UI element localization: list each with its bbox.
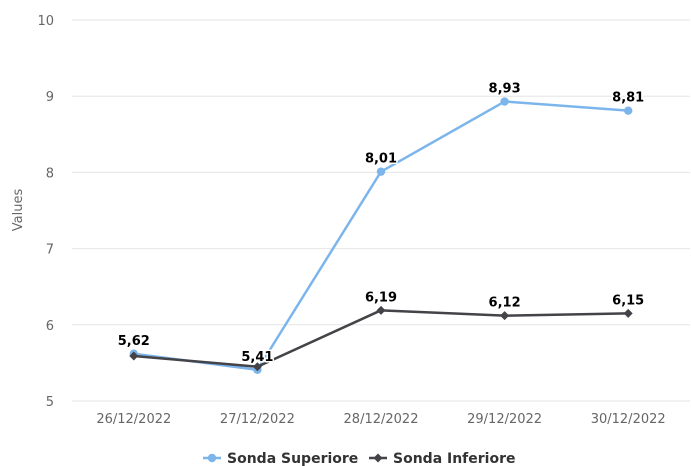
y-axis-title: Values bbox=[11, 189, 26, 232]
data-label: 6,15 bbox=[612, 293, 644, 308]
x-tick-label: 29/12/2022 bbox=[467, 412, 542, 427]
data-point[interactable] bbox=[376, 305, 386, 315]
data-label: 6,19 bbox=[365, 290, 397, 305]
data-point[interactable] bbox=[500, 97, 509, 106]
data-label: 8,93 bbox=[489, 82, 521, 97]
y-tick-label: 7 bbox=[46, 243, 54, 258]
data-point[interactable] bbox=[624, 106, 633, 115]
y-axis-ticks: 5 6 7 8 9 10 bbox=[37, 14, 54, 410]
legend-item-0[interactable]: Sonda Superiore bbox=[227, 451, 358, 466]
data-label: 5,41 bbox=[241, 350, 273, 365]
data-point[interactable] bbox=[500, 311, 510, 321]
data-point[interactable] bbox=[376, 167, 386, 176]
legend-marker bbox=[207, 453, 217, 463]
y-tick-label: 6 bbox=[46, 319, 54, 334]
grid-lines bbox=[72, 19, 690, 402]
data-labels: 5,62 5,41 8,01 8,93 8,81 6,19 6,12 6,15 bbox=[116, 80, 645, 366]
data-point[interactable] bbox=[129, 351, 139, 361]
y-tick-label: 5 bbox=[46, 395, 54, 410]
y-tick-label: 9 bbox=[46, 90, 54, 105]
x-tick-label: 26/12/2022 bbox=[96, 412, 171, 427]
legend: Sonda Superiore Sonda Inferiore bbox=[203, 451, 516, 466]
data-point[interactable] bbox=[623, 308, 633, 318]
data-label: 8,81 bbox=[612, 91, 644, 106]
x-tick-label: 28/12/2022 bbox=[344, 412, 419, 427]
series-line-0 bbox=[133, 100, 629, 372]
x-tick-label: 30/12/2022 bbox=[591, 412, 666, 427]
series-line-1 bbox=[133, 309, 629, 368]
x-tick-label: 27/12/2022 bbox=[220, 412, 295, 427]
data-label: 5,62 bbox=[118, 334, 150, 349]
y-tick-label: 10 bbox=[37, 14, 54, 29]
legend-item-1[interactable]: Sonda Inferiore bbox=[393, 451, 516, 466]
data-point[interactable] bbox=[252, 362, 262, 372]
x-axis-ticks: 26/12/2022 27/12/2022 28/12/2022 29/12/2022… bbox=[96, 412, 665, 427]
data-label: 8,01 bbox=[365, 152, 397, 167]
legend-marker bbox=[373, 453, 383, 463]
series-group bbox=[129, 97, 633, 374]
data-label: 6,12 bbox=[489, 296, 521, 311]
y-tick-label: 8 bbox=[46, 166, 54, 181]
